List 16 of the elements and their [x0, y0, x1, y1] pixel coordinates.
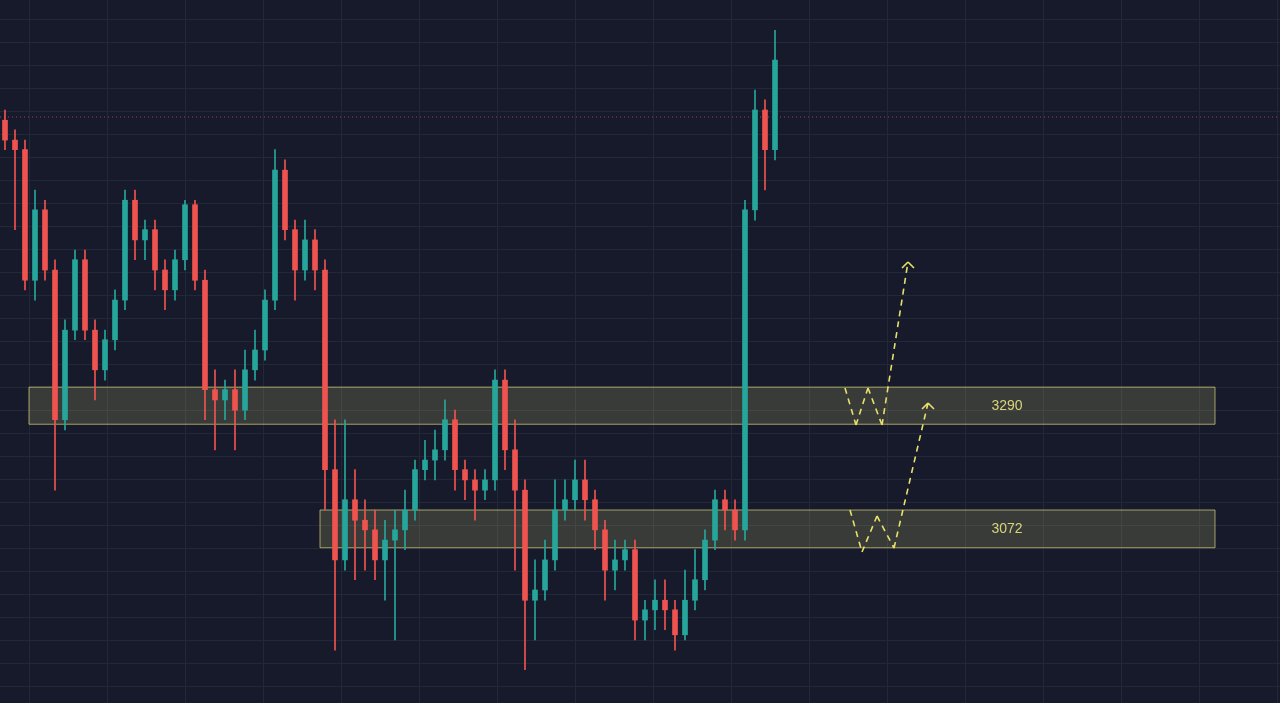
candlestick: [432, 429, 438, 481]
candlestick: [362, 499, 368, 571]
candlestick: [472, 469, 478, 521]
candlestick: [352, 469, 358, 581]
band-label: 3072: [991, 519, 1023, 536]
candlestick: [612, 539, 618, 591]
candlestick: [532, 559, 538, 641]
candlestick: [382, 519, 388, 601]
candlestick: [422, 439, 428, 481]
candlestick: [392, 509, 398, 641]
band-label: 3290: [991, 396, 1023, 413]
candlestick: [652, 579, 658, 631]
candlestick: [212, 369, 218, 451]
candlestick: [642, 599, 648, 641]
candlestick: [12, 129, 18, 231]
candlestick: [662, 579, 668, 631]
